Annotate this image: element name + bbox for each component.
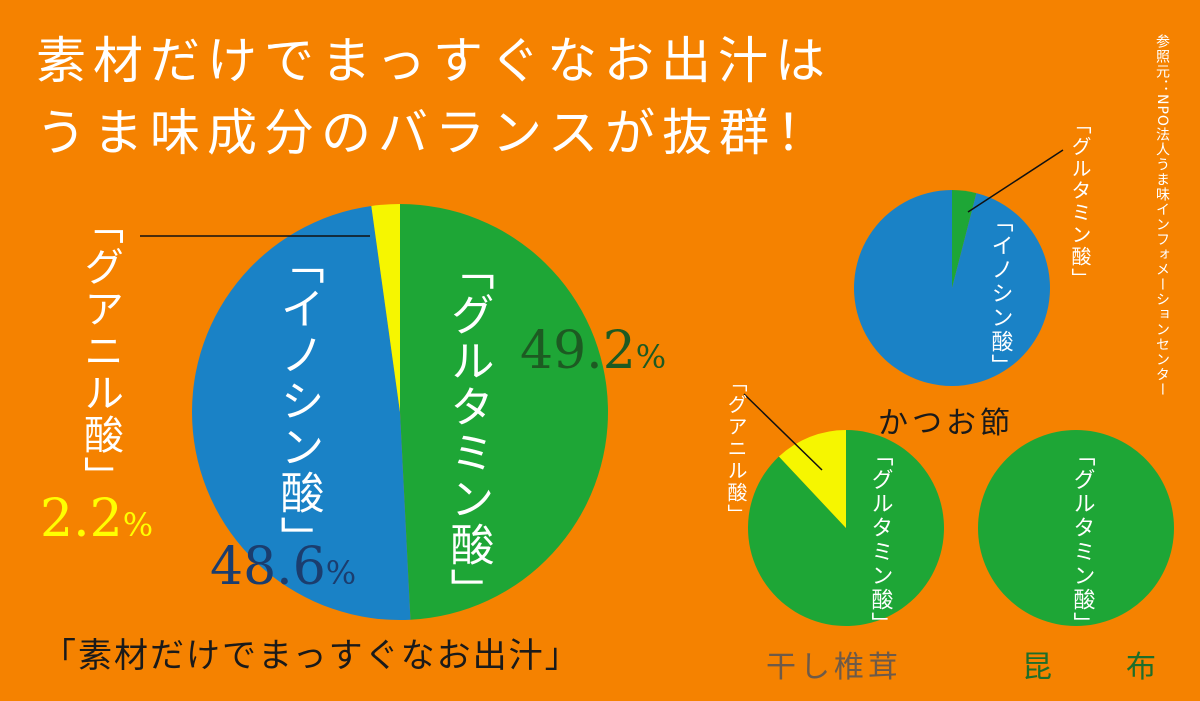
main-label-inosinic: 「イノシン酸」 <box>273 240 324 562</box>
value-label-glutamic: 49.2% <box>520 321 666 381</box>
main-label-guanylic: 「グアニル酸」 <box>77 204 124 498</box>
shiitake-label-guanylic: 「グアニル酸」 <box>724 372 748 526</box>
pie-main-slice-glutamic <box>400 204 609 620</box>
pie-title-shiitake: 干し椎茸 <box>766 650 902 685</box>
headline-line-2: うま味成分のバランスが抜群！ <box>36 104 833 162</box>
pie-main-slice-guanylic <box>371 204 400 412</box>
katsuobushi-label-glutamic: 「グルタミン酸」 <box>1068 114 1092 290</box>
pie-title-konbu: 昆 布 <box>1022 650 1178 685</box>
main-label-glutamic: 「グルタミン酸」 <box>443 246 494 614</box>
headline-line-1: 素材だけでまっすぐなお出汁は <box>36 32 832 90</box>
pie-katsuobushi-slice-glutamic <box>952 190 977 288</box>
pie-title-katsuobushi: かつお節 <box>878 406 1014 441</box>
caption: 「素材だけでまっすぐなお出汁」 <box>42 636 581 676</box>
source-credit: 参照元：NPO法人うま味インフォメーションセンター <box>1154 34 1170 397</box>
value-label-guanylic: 2.2% <box>40 489 153 549</box>
pie-main-slice-inosinic <box>191 205 411 621</box>
pie-katsuobushi-slice-inosinic <box>854 190 1050 386</box>
konbu-label-glutamic: 「グルタミン酸」 <box>1070 444 1096 636</box>
leader-line-katsuobushi-glutamic <box>967 149 1064 213</box>
leader-line-shiitake-guanylic <box>743 393 823 471</box>
shiitake-label-glutamic: 「グルタミン酸」 <box>868 444 894 636</box>
pie-konbu-slice-glutamic <box>978 430 1174 626</box>
value-label-inosinic: 48.6% <box>210 537 356 597</box>
pie-shiitake-slice-guanylic <box>778 430 846 528</box>
katsuobushi-label-inosinic: 「イノシン酸」 <box>988 210 1014 378</box>
